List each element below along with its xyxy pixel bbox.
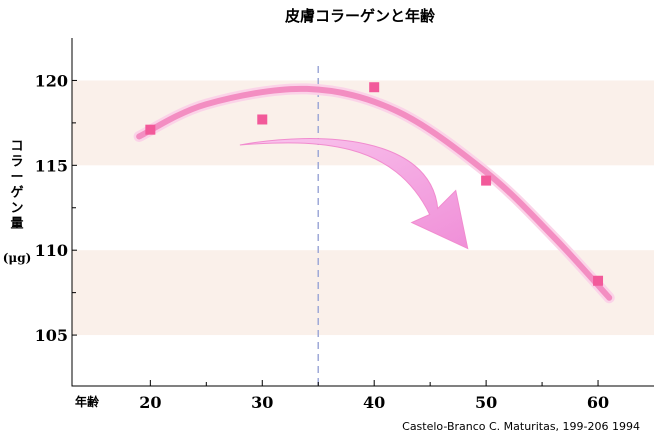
x-tick-label-4: 60 xyxy=(587,393,609,412)
y-axis-unit: (μg) xyxy=(3,251,32,265)
y-tick-label-0: 105 xyxy=(35,326,68,345)
y-axis-title-char-4: ン xyxy=(10,201,23,216)
trend-curve xyxy=(136,85,613,301)
y-axis-title-char-1: ラ xyxy=(10,155,23,170)
citation: Castelo-Branco C. Maturitas, 199-206 199… xyxy=(402,420,640,433)
data-point-3 xyxy=(481,175,492,186)
y-axis-title-char-3: ゲ xyxy=(10,185,23,201)
data-point-1 xyxy=(257,114,268,125)
plot-area: 105 110 115 120 20 30 40 50 60 xyxy=(35,38,654,412)
y-axis-title-char-2: ー xyxy=(10,170,23,185)
x-axis-title: 年齢 xyxy=(75,394,100,409)
x-tick-label-2: 40 xyxy=(363,393,385,412)
data-point-4 xyxy=(593,275,604,286)
y-tick-label-2: 115 xyxy=(35,156,68,175)
decline-arrow xyxy=(239,138,469,250)
axis-frame xyxy=(71,38,654,387)
x-tick-label-1: 30 xyxy=(251,393,273,412)
data-point-2 xyxy=(369,82,380,93)
data-point-0 xyxy=(145,124,156,135)
y-axis-title-char-0: コ xyxy=(10,139,23,154)
x-tick-label-3: 50 xyxy=(475,393,497,412)
y-axis-title-char-5: 量 xyxy=(10,217,23,232)
chart-title: 皮膚コラーゲンと年齢 xyxy=(285,7,436,25)
x-tick-label-0: 20 xyxy=(139,393,161,412)
band-1 xyxy=(72,250,654,336)
y-tick-label-3: 120 xyxy=(35,71,68,90)
y-tick-label-1: 110 xyxy=(35,241,68,260)
